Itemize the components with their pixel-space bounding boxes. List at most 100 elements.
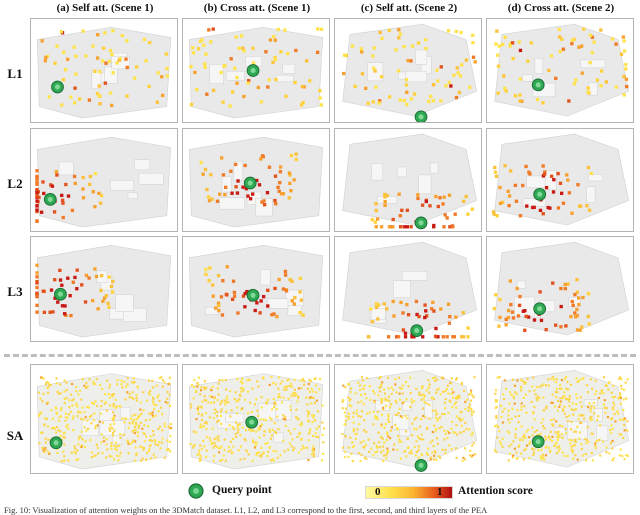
attention-point bbox=[35, 219, 39, 223]
scene-structure bbox=[583, 399, 598, 406]
attention-point bbox=[39, 376, 43, 379]
attention-point bbox=[90, 414, 93, 417]
attention-point bbox=[406, 313, 411, 317]
attention-point bbox=[319, 377, 322, 381]
attention-point bbox=[414, 454, 417, 457]
attention-point bbox=[495, 400, 498, 403]
attention-point bbox=[503, 86, 507, 91]
attention-point bbox=[253, 403, 256, 406]
attention-point bbox=[580, 44, 584, 48]
attention-point bbox=[213, 396, 216, 399]
attention-point bbox=[460, 381, 463, 384]
attention-point bbox=[47, 438, 50, 441]
attention-point bbox=[410, 398, 413, 401]
attention-point bbox=[118, 404, 121, 408]
attention-point bbox=[151, 415, 155, 418]
attention-point bbox=[375, 444, 378, 447]
attention-point bbox=[128, 396, 131, 399]
attention-point bbox=[75, 390, 78, 393]
attention-point bbox=[409, 225, 413, 229]
attention-point bbox=[301, 377, 305, 381]
attention-point bbox=[238, 398, 241, 401]
attention-point bbox=[387, 415, 390, 418]
attention-point bbox=[571, 303, 575, 308]
attention-point bbox=[583, 417, 586, 420]
attention-point bbox=[35, 294, 39, 298]
attention-point bbox=[306, 409, 309, 413]
attention-point bbox=[289, 189, 293, 193]
attention-point bbox=[569, 442, 572, 445]
attention-point bbox=[379, 75, 384, 79]
attention-point bbox=[35, 263, 39, 268]
attention-point bbox=[234, 432, 237, 435]
attention-point bbox=[312, 450, 315, 453]
attention-point bbox=[120, 383, 123, 386]
attention-point bbox=[115, 454, 119, 457]
attention-point bbox=[453, 212, 457, 216]
attention-point bbox=[577, 302, 581, 307]
attention-point bbox=[400, 387, 403, 391]
attention-point bbox=[595, 439, 598, 443]
attention-point bbox=[266, 398, 270, 401]
attention-point bbox=[399, 300, 403, 305]
attention-point bbox=[470, 413, 474, 416]
attention-point bbox=[341, 71, 346, 76]
attention-point bbox=[35, 208, 39, 212]
attention-point bbox=[413, 427, 416, 430]
attention-point bbox=[149, 439, 152, 442]
attention-point bbox=[211, 385, 214, 388]
attention-point bbox=[411, 434, 414, 437]
attention-point bbox=[95, 56, 100, 60]
attention-point bbox=[44, 437, 47, 440]
attention-point bbox=[426, 453, 429, 457]
attention-point bbox=[63, 68, 68, 72]
attention-point bbox=[145, 435, 148, 438]
attention-point bbox=[93, 419, 96, 422]
attention-point bbox=[59, 392, 62, 395]
attention-point bbox=[66, 57, 70, 61]
scene-structure bbox=[219, 197, 245, 210]
attention-point bbox=[268, 38, 273, 42]
attention-point bbox=[105, 409, 109, 412]
attention-point bbox=[387, 395, 390, 398]
attention-point bbox=[506, 430, 509, 433]
attention-point bbox=[132, 439, 135, 442]
attention-point bbox=[260, 396, 263, 399]
attention-point bbox=[190, 384, 193, 387]
attention-point bbox=[501, 445, 504, 448]
attention-point bbox=[111, 29, 115, 33]
attention-point bbox=[298, 310, 302, 315]
attention-point bbox=[606, 415, 609, 419]
attention-point bbox=[591, 432, 594, 436]
attention-point bbox=[234, 185, 238, 189]
attention-point bbox=[513, 183, 518, 188]
attention-point bbox=[53, 61, 57, 65]
attention-point bbox=[571, 450, 574, 454]
attention-point bbox=[432, 397, 436, 401]
attention-point bbox=[402, 98, 406, 103]
attention-point bbox=[315, 50, 320, 55]
attention-point bbox=[55, 425, 59, 429]
attention-point bbox=[439, 65, 443, 69]
attention-point bbox=[473, 376, 476, 379]
attention-point bbox=[435, 458, 438, 462]
attention-point bbox=[450, 447, 453, 451]
attention-point bbox=[134, 65, 139, 69]
attention-point bbox=[562, 408, 565, 411]
attention-point bbox=[389, 406, 392, 409]
attention-point bbox=[384, 397, 387, 400]
attention-point bbox=[205, 386, 208, 389]
attention-point bbox=[398, 438, 401, 441]
query-point-marker bbox=[531, 435, 545, 449]
attention-point bbox=[251, 439, 255, 442]
attention-point bbox=[422, 393, 425, 396]
attention-point bbox=[258, 311, 262, 315]
attention-point bbox=[602, 440, 605, 443]
attention-point bbox=[608, 428, 612, 431]
attention-point bbox=[201, 400, 204, 403]
attention-point bbox=[119, 436, 122, 439]
attention-point bbox=[81, 29, 85, 33]
attention-point bbox=[111, 395, 114, 398]
attention-point bbox=[219, 414, 222, 418]
attention-point bbox=[431, 300, 435, 305]
